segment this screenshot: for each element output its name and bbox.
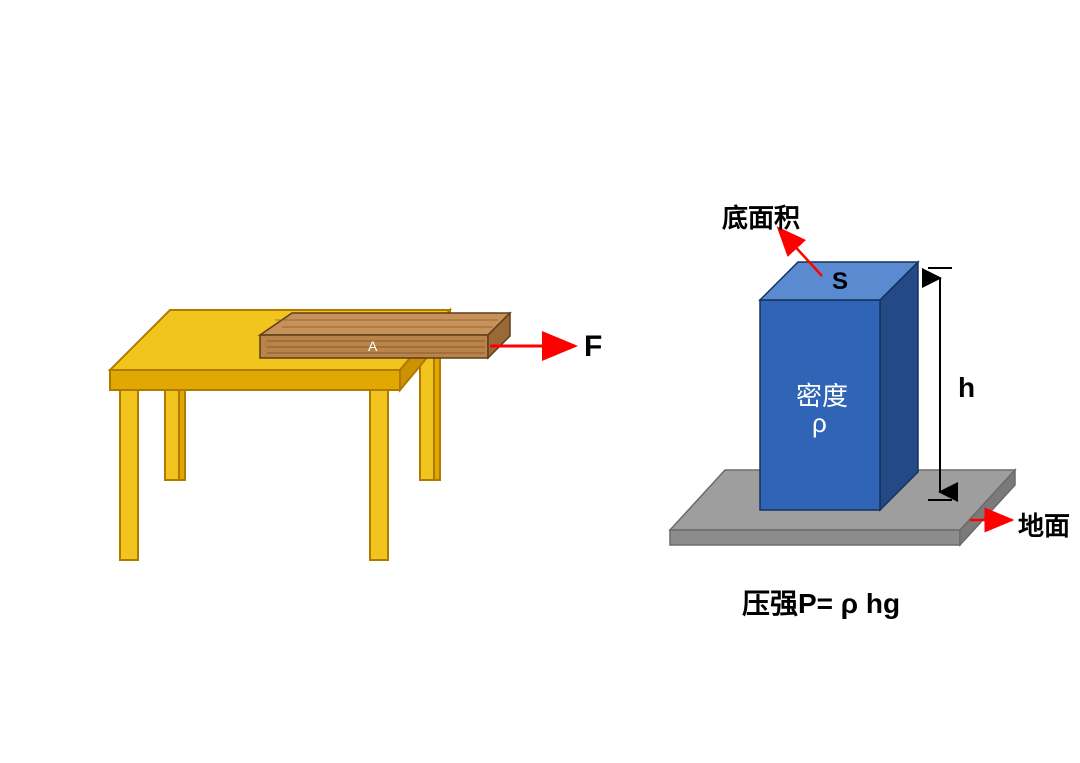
density-label-2: ρ bbox=[812, 408, 827, 439]
s-label: S bbox=[832, 268, 848, 296]
height-label-h: h bbox=[958, 372, 975, 404]
table-edge-front bbox=[110, 370, 400, 390]
ground-front bbox=[670, 530, 960, 545]
area-label: 底面积 bbox=[722, 198, 800, 235]
table-leg-front-right bbox=[370, 390, 388, 560]
board-label-A: A bbox=[368, 338, 377, 354]
height-dimension bbox=[928, 268, 952, 500]
ground-label: 地面 bbox=[1018, 506, 1070, 543]
cuboid-side bbox=[880, 262, 918, 510]
force-label-F: F bbox=[584, 330, 602, 364]
diagram-svg bbox=[0, 0, 1080, 763]
diagram-stage: A F 底面积 S 密度 ρ h 地面 压强P= ρ hg bbox=[0, 0, 1080, 763]
wood-board bbox=[260, 313, 510, 358]
board-top bbox=[260, 313, 510, 335]
formula-label: 压强P= ρ hg bbox=[742, 582, 900, 622]
table-leg-front-left bbox=[120, 390, 138, 560]
